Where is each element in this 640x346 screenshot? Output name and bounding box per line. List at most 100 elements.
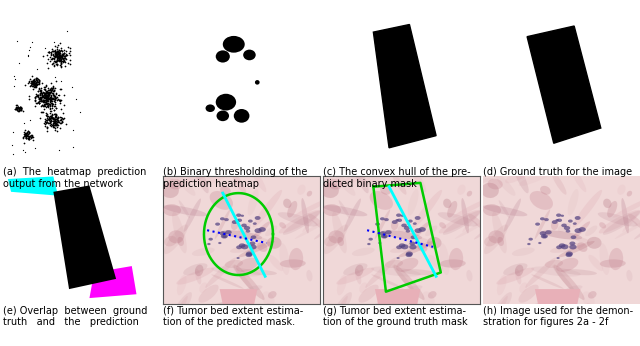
- Ellipse shape: [246, 253, 252, 257]
- Ellipse shape: [426, 303, 439, 317]
- Point: [24, 130, 34, 136]
- Point: [55, 53, 65, 58]
- Ellipse shape: [236, 257, 240, 259]
- Point: [42, 101, 52, 107]
- Point: [34, 78, 44, 83]
- Point: [20, 133, 31, 138]
- Point: [51, 105, 61, 110]
- Ellipse shape: [241, 244, 248, 249]
- Point: [44, 120, 54, 126]
- Point: [24, 135, 35, 141]
- Ellipse shape: [198, 168, 237, 186]
- Point: [55, 117, 65, 122]
- Point: [33, 93, 43, 99]
- Point: [48, 115, 58, 121]
- Point: [29, 82, 40, 87]
- Point: [63, 60, 73, 65]
- Point: [36, 103, 46, 109]
- Ellipse shape: [575, 228, 582, 233]
- Point: [24, 136, 35, 142]
- Point: [70, 96, 81, 102]
- Ellipse shape: [552, 220, 557, 224]
- Point: [54, 57, 64, 63]
- Point: [52, 49, 63, 55]
- Ellipse shape: [371, 266, 420, 276]
- Point: [60, 57, 70, 63]
- Point: [39, 102, 49, 107]
- Ellipse shape: [391, 220, 398, 230]
- Point: [35, 94, 45, 100]
- Ellipse shape: [289, 248, 303, 270]
- Point: [42, 89, 52, 95]
- Point: [31, 76, 41, 82]
- Ellipse shape: [358, 168, 397, 186]
- Point: [59, 47, 69, 53]
- Point: [28, 80, 38, 85]
- Ellipse shape: [566, 253, 572, 257]
- Point: [56, 48, 67, 53]
- Point: [46, 94, 56, 99]
- Point: [10, 83, 20, 89]
- Point: [56, 51, 67, 56]
- Point: [20, 133, 31, 138]
- Point: [49, 119, 59, 125]
- Point: [56, 54, 67, 60]
- Point: [19, 134, 29, 139]
- Point: [47, 86, 57, 91]
- Point: [21, 131, 31, 136]
- Ellipse shape: [462, 214, 477, 232]
- Point: [51, 121, 61, 127]
- Point: [49, 118, 60, 124]
- Ellipse shape: [358, 285, 379, 303]
- Point: [47, 102, 57, 107]
- Point: [46, 113, 56, 119]
- Point: [22, 135, 33, 141]
- Point: [51, 52, 61, 58]
- Text: (f) Tumor bed extent estima-
tion of the predicted mask.: (f) Tumor bed extent estima- tion of the…: [163, 306, 303, 327]
- Point: [43, 120, 53, 125]
- Point: [60, 60, 70, 65]
- Point: [53, 54, 63, 60]
- Point: [42, 98, 52, 103]
- Point: [20, 133, 30, 138]
- Point: [28, 81, 38, 86]
- Point: [29, 82, 40, 88]
- Point: [37, 94, 47, 99]
- Ellipse shape: [223, 295, 237, 305]
- Point: [24, 137, 35, 142]
- Point: [47, 48, 58, 53]
- Ellipse shape: [323, 170, 358, 175]
- Ellipse shape: [210, 191, 233, 210]
- Point: [58, 58, 68, 64]
- Point: [47, 105, 57, 111]
- Point: [54, 52, 64, 57]
- Ellipse shape: [541, 230, 582, 239]
- Ellipse shape: [375, 209, 390, 239]
- Point: [44, 91, 54, 97]
- Point: [40, 100, 51, 105]
- Point: [47, 112, 58, 118]
- Ellipse shape: [172, 212, 187, 253]
- Point: [40, 110, 51, 116]
- Point: [58, 59, 68, 65]
- Point: [51, 53, 61, 59]
- Point: [44, 101, 54, 107]
- Point: [21, 132, 31, 137]
- Point: [44, 92, 54, 98]
- Ellipse shape: [512, 247, 534, 256]
- Point: [52, 55, 63, 61]
- Ellipse shape: [535, 209, 550, 239]
- Point: [42, 119, 52, 125]
- Ellipse shape: [463, 178, 493, 186]
- Point: [50, 86, 60, 91]
- Ellipse shape: [302, 214, 317, 232]
- Point: [60, 55, 70, 61]
- Point: [45, 113, 56, 119]
- Ellipse shape: [329, 292, 352, 325]
- Point: [55, 53, 65, 59]
- Point: [40, 120, 51, 126]
- Point: [35, 98, 45, 103]
- Ellipse shape: [380, 217, 385, 220]
- Point: [44, 49, 54, 55]
- Point: [49, 63, 60, 69]
